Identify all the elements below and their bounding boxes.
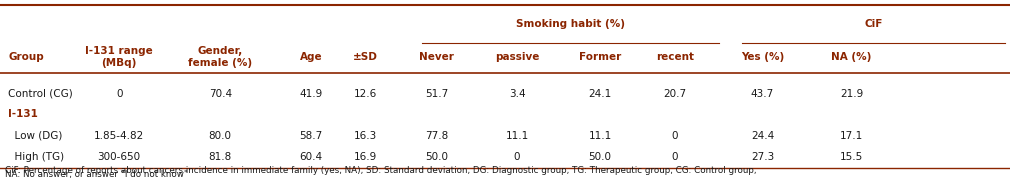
- Text: 0: 0: [672, 152, 678, 162]
- Text: Smoking habit (%): Smoking habit (%): [516, 19, 625, 29]
- Text: Control (CG): Control (CG): [8, 89, 73, 99]
- Text: CiF: CiF: [865, 19, 883, 29]
- Text: Former: Former: [579, 52, 621, 62]
- Text: 51.7: 51.7: [424, 89, 448, 99]
- Text: Low (DG): Low (DG): [8, 131, 63, 141]
- Text: 0: 0: [672, 131, 678, 141]
- Text: 0: 0: [514, 152, 520, 162]
- Text: 15.5: 15.5: [839, 152, 864, 162]
- Text: 16.9: 16.9: [354, 152, 378, 162]
- Text: Never: Never: [419, 52, 453, 62]
- Text: 11.1: 11.1: [505, 131, 529, 141]
- Text: I-131 range
(MBq): I-131 range (MBq): [85, 46, 154, 68]
- Text: Gender,
female (%): Gender, female (%): [188, 46, 252, 68]
- Text: recent: recent: [655, 52, 694, 62]
- Text: 43.7: 43.7: [750, 89, 775, 99]
- Text: 17.1: 17.1: [839, 131, 864, 141]
- Text: High (TG): High (TG): [8, 152, 65, 162]
- Text: 41.9: 41.9: [299, 89, 323, 99]
- Text: CiF: Percentage of reports about cancers incidence in immediate family (yes, NA): CiF: Percentage of reports about cancers…: [5, 166, 756, 175]
- Text: Group: Group: [8, 52, 43, 62]
- Text: 16.3: 16.3: [354, 131, 378, 141]
- Text: 21.9: 21.9: [839, 89, 864, 99]
- Text: NA (%): NA (%): [831, 52, 872, 62]
- Text: 50.0: 50.0: [425, 152, 447, 162]
- Text: 12.6: 12.6: [354, 89, 378, 99]
- Text: 81.8: 81.8: [208, 152, 232, 162]
- Text: I-131: I-131: [8, 109, 38, 119]
- Text: 3.4: 3.4: [509, 89, 525, 99]
- Text: ±SD: ±SD: [354, 52, 378, 62]
- Text: Age: Age: [300, 52, 322, 62]
- Text: 24.4: 24.4: [750, 131, 775, 141]
- Text: passive: passive: [495, 52, 539, 62]
- Text: NA: No answer, or answer "I do not know": NA: No answer, or answer "I do not know": [5, 170, 188, 179]
- Text: 58.7: 58.7: [299, 131, 323, 141]
- Text: 20.7: 20.7: [664, 89, 686, 99]
- Text: 0: 0: [116, 89, 122, 99]
- Text: 300-650: 300-650: [98, 152, 140, 162]
- Text: 24.1: 24.1: [588, 89, 612, 99]
- Text: 80.0: 80.0: [209, 131, 231, 141]
- Text: 50.0: 50.0: [589, 152, 611, 162]
- Text: Yes (%): Yes (%): [741, 52, 784, 62]
- Text: 70.4: 70.4: [209, 89, 231, 99]
- Text: 11.1: 11.1: [588, 131, 612, 141]
- Text: 1.85-4.82: 1.85-4.82: [94, 131, 144, 141]
- Text: 27.3: 27.3: [750, 152, 775, 162]
- Text: 60.4: 60.4: [300, 152, 322, 162]
- Text: 77.8: 77.8: [424, 131, 448, 141]
